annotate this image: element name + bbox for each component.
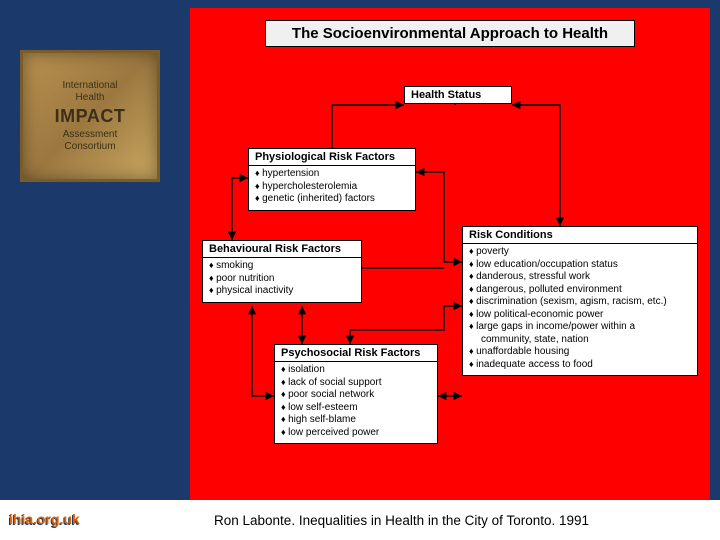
slide-title: The Socioenvironmental Approach to Healt…: [265, 20, 635, 47]
node-item: hypercholesterolemia: [255, 181, 409, 194]
node-behavioural: Behavioural Risk Factorssmokingpoor nutr…: [202, 240, 362, 303]
node-item: genetic (inherited) factors: [255, 193, 409, 206]
node-item: hypertension: [255, 168, 409, 181]
node-item: isolation: [281, 364, 431, 377]
node-body: smokingpoor nutritionphysical inactivity: [203, 258, 361, 302]
node-psychosocial: Psychosocial Risk Factorsisolationlack o…: [274, 344, 438, 444]
node-header: Behavioural Risk Factors: [203, 241, 361, 258]
footer: ihia.org.uk ihia.org.uk Ron Labonte. Ine…: [0, 500, 720, 540]
node-item: low self-esteem: [281, 402, 431, 415]
node-header: Psychosocial Risk Factors: [275, 345, 437, 362]
node-item: unaffordable housing: [469, 346, 691, 359]
node-header: Risk Conditions: [463, 227, 697, 244]
footer-citation: Ron Labonte. Inequalities in Health in t…: [214, 513, 589, 528]
node-item: poverty: [469, 246, 691, 259]
node-item: low perceived power: [281, 427, 431, 440]
node-item: smoking: [209, 260, 355, 273]
node-item: community, state, nation: [469, 334, 691, 347]
node-item: dangerous, polluted environment: [469, 284, 691, 297]
plaque-big: IMPACT: [55, 106, 126, 127]
node-health_status: Health Status: [404, 86, 512, 104]
plaque-line: Assessment: [63, 129, 117, 141]
node-physiological: Physiological Risk Factorshypertensionhy…: [248, 148, 416, 211]
plaque-line: International: [62, 80, 117, 92]
node-item: lack of social support: [281, 377, 431, 390]
node-item: large gaps in income/power within a: [469, 321, 691, 334]
node-body: isolationlack of social supportpoor soci…: [275, 362, 437, 443]
node-header: Health Status: [405, 87, 511, 103]
plaque-line: Health: [76, 92, 105, 104]
node-item: poor nutrition: [209, 273, 355, 286]
impact-plaque: International Health IMPACT Assessment C…: [20, 50, 160, 182]
node-body: hypertensionhypercholesterolemiagenetic …: [249, 166, 415, 210]
node-item: danderous, stressful work: [469, 271, 691, 284]
node-item: physical inactivity: [209, 285, 355, 298]
node-item: high self-blame: [281, 414, 431, 427]
node-risk_conditions: Risk Conditionspovertylow education/occu…: [462, 226, 698, 376]
node-item: discrimination (sexism, agism, racism, e…: [469, 296, 691, 309]
footer-url: ihia.org.uk ihia.org.uk: [8, 512, 79, 528]
node-item: inadequate access to food: [469, 359, 691, 372]
node-header: Physiological Risk Factors: [249, 149, 415, 166]
plaque-line: Consortium: [64, 141, 115, 153]
node-item: poor social network: [281, 389, 431, 402]
node-body: povertylow education/occupation statusda…: [463, 244, 697, 375]
node-item: low education/occupation status: [469, 259, 691, 272]
node-item: low political-economic power: [469, 309, 691, 322]
